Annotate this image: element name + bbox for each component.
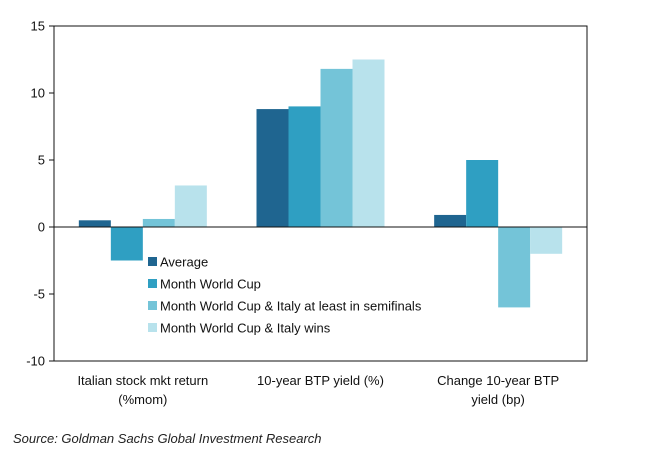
category-label: (%mom) bbox=[118, 392, 167, 407]
legend: Average Month World Cup Month World Cup & … bbox=[148, 255, 422, 336]
bar-4-category-1 bbox=[174, 185, 207, 227]
y-tick-label: 15 bbox=[31, 19, 45, 34]
bar-1-category-2 bbox=[256, 109, 289, 227]
legend-label: Month World Cup & Italy wins bbox=[160, 321, 331, 336]
bar-3-category-1 bbox=[142, 218, 175, 227]
bar-4-category-3 bbox=[530, 227, 563, 254]
y-tick-label: -5 bbox=[33, 287, 45, 302]
bars-group bbox=[78, 59, 563, 308]
source-note: Source: Goldman Sachs Global Investment … bbox=[13, 431, 322, 446]
y-tick-label: 5 bbox=[38, 153, 45, 168]
category-label: Italian stock mkt return bbox=[77, 373, 208, 388]
bar-2-category-2 bbox=[288, 106, 321, 227]
axes-group: -10 -5 0 5 10 15 Italian stock mkt return (%mom… bbox=[26, 19, 588, 407]
bar-3-category-2 bbox=[320, 68, 353, 227]
category-label: Change 10-year BTP bbox=[437, 373, 559, 388]
y-tick-label: 10 bbox=[31, 86, 45, 101]
legend-swatch bbox=[148, 323, 157, 332]
bar-1-category-3 bbox=[434, 214, 467, 227]
legend-label: Month World Cup & Italy at least in semi… bbox=[160, 299, 422, 314]
bar-4-category-2 bbox=[352, 59, 385, 227]
legend-swatch bbox=[148, 279, 157, 288]
y-tick-label: -10 bbox=[26, 354, 45, 369]
legend-swatch bbox=[148, 301, 157, 310]
legend-label: Month World Cup bbox=[160, 277, 261, 292]
legend-label: Average bbox=[160, 255, 208, 270]
plot-frame bbox=[53, 25, 588, 362]
category-label: 10-year BTP yield (%) bbox=[257, 373, 384, 388]
category-label: yield (bp) bbox=[471, 392, 524, 407]
bar-3-category-3 bbox=[498, 227, 531, 308]
legend-swatch bbox=[148, 257, 157, 266]
bar-2-category-1 bbox=[110, 227, 143, 261]
bar-2-category-3 bbox=[466, 160, 499, 227]
y-tick-label: 0 bbox=[38, 220, 45, 235]
bar-1-category-1 bbox=[78, 220, 111, 227]
